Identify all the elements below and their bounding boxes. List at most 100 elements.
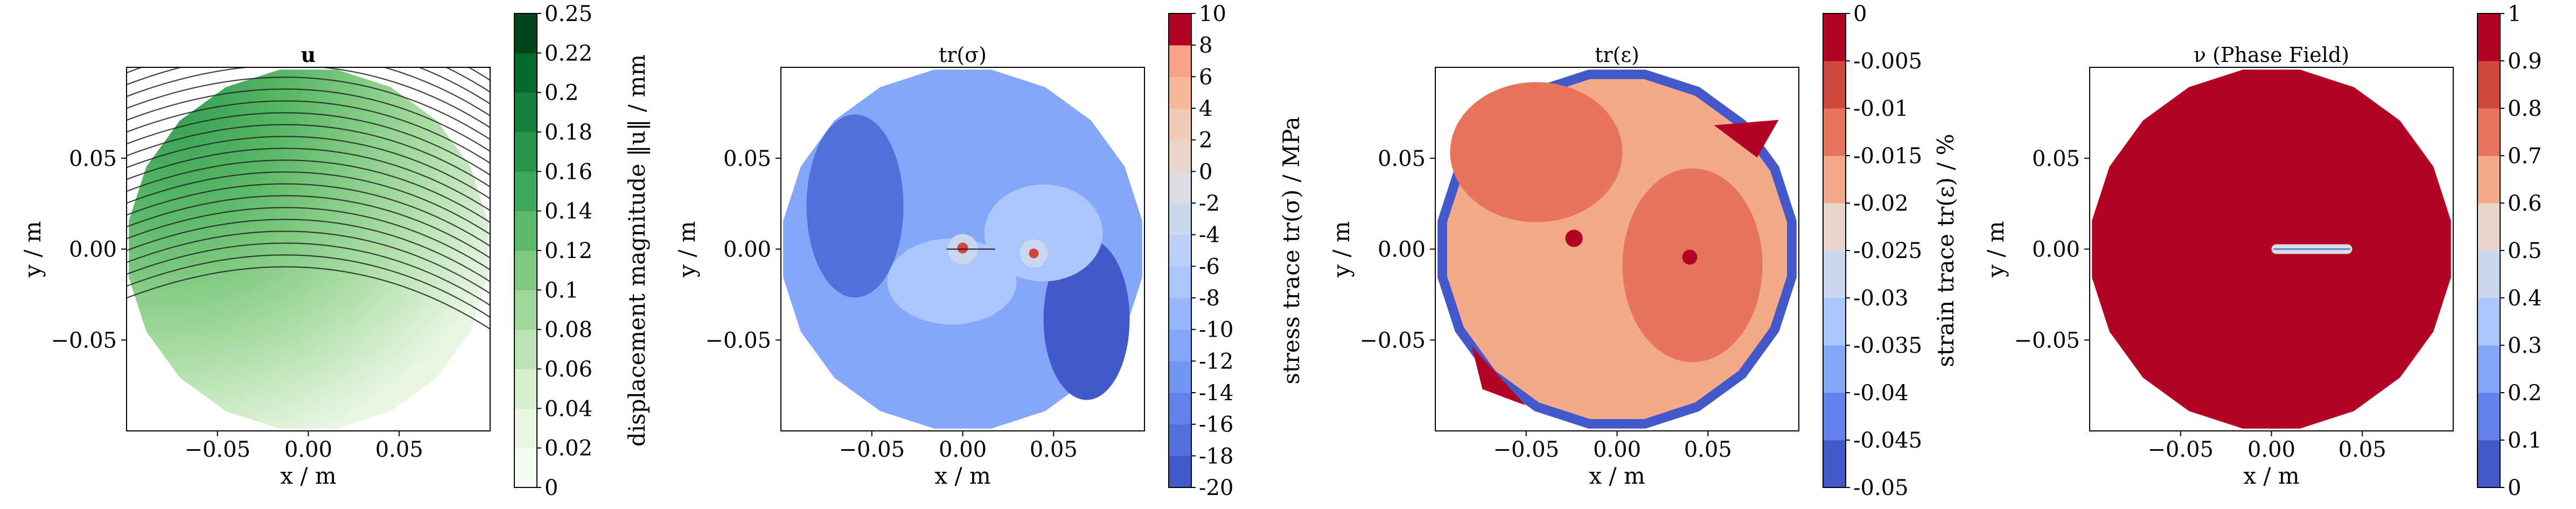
x-axis-label: x / m [2243, 463, 2299, 489]
colorbar-tick-label: 0.04 [544, 396, 592, 421]
colorbar-tick-label: -0.04 [1853, 381, 1909, 406]
colorbar-segment [514, 448, 537, 488]
x-tick-label: −0.05 [2147, 437, 2214, 462]
colorbar-tick-label: -6 [1199, 254, 1220, 279]
colorbar-tick-label: 0.6 [2508, 191, 2542, 216]
colorbar-segment [514, 132, 537, 172]
y-tick-label: −0.05 [2014, 328, 2080, 353]
colorbar-segment [1169, 13, 1191, 46]
y-tick-label: −0.05 [51, 328, 117, 353]
displacement-field [129, 69, 488, 429]
colorbar-segment [1823, 298, 1846, 346]
chart-title: tr(σ) [939, 43, 987, 67]
streamline [127, 67, 490, 117]
colorbar-tick-label: 0.8 [2508, 96, 2542, 121]
colorbar-segment [514, 369, 537, 409]
x-tick-label: 0.05 [2338, 437, 2386, 462]
streamline [127, 207, 490, 271]
colorbar-tick-label: -0.05 [1853, 476, 1909, 500]
x-tick-label: −0.05 [1493, 437, 1559, 462]
streamline [127, 136, 490, 200]
stress-blob [1043, 238, 1130, 400]
colorbar-segment [1823, 345, 1846, 393]
colorbar-tick-label: -18 [1199, 444, 1233, 469]
colorbar-segment [2477, 393, 2500, 441]
colorbar-segment [1823, 13, 1846, 61]
y-tick-label: 0.05 [69, 147, 117, 171]
y-tick-label: 0.00 [1378, 238, 1426, 262]
y-tick-label: 0.05 [2032, 147, 2080, 171]
x-axis-label: x / m [934, 463, 990, 489]
y-axis-label: y / m [1328, 221, 1355, 277]
plot-area [783, 69, 1142, 429]
plot-area [1437, 69, 1797, 429]
colorbar-segment [1169, 140, 1191, 172]
panel-4: −0.05 0.00 0.05 0.05 0.00 −0.05 ν (Phase Field… [1982, 2, 2542, 500]
colorbar-tick-label: 0.3 [2508, 333, 2542, 358]
strain-spot [1714, 120, 1779, 158]
colorbar-tick-label: -0.025 [1853, 239, 1922, 263]
colorbar-segment [1823, 250, 1846, 298]
colorbar-segment [514, 92, 537, 133]
colorbar-tick-label: 0.1 [544, 278, 579, 303]
colorbar-segment [1169, 424, 1191, 456]
colorbar-tick-label: 0.06 [544, 357, 592, 382]
colorbar-tick-label: -0.035 [1853, 333, 1922, 358]
colorbar-segment [514, 13, 537, 53]
streamline [127, 124, 490, 188]
streamline [127, 231, 490, 295]
x-axis-label: x / m [280, 463, 336, 489]
colorbar-segment [514, 211, 537, 251]
colorbar-segment [1823, 393, 1846, 441]
colorbar-segment [1823, 156, 1846, 204]
stress-blob [984, 184, 1103, 282]
colorbar-tick-label: 0.2 [2508, 381, 2542, 406]
colorbar-label: strain trace tr(ε) / % [1932, 134, 1959, 367]
colorbar-segment [1823, 203, 1846, 251]
chart-title: u [301, 43, 316, 67]
chart-title: tr(ε) [1595, 43, 1639, 67]
x-tick-label: 0.05 [1030, 437, 1078, 462]
colorbar-tick-label: -0.02 [1853, 191, 1909, 216]
colorbar-tick-label: 0.18 [544, 120, 592, 145]
colorbar-tick-label: 0 [2508, 476, 2521, 500]
strain-spot [1565, 229, 1583, 247]
colorbar-tick-label: 1 [2508, 2, 2521, 26]
colorbar-segment [2477, 156, 2500, 204]
colorbar-segment [514, 53, 537, 93]
plot-area [127, 67, 490, 429]
streamline [127, 183, 490, 247]
colorbar-tick-label: 0.5 [2508, 239, 2542, 263]
colorbar-tick-label: -16 [1199, 413, 1233, 437]
x-tick-label: 0.00 [939, 437, 987, 462]
colorbar-frame [1168, 13, 1192, 488]
colorbar-tick-label: -14 [1199, 381, 1233, 406]
colorbar-tick-label: -0.01 [1853, 96, 1909, 121]
strain-blob [1622, 168, 1763, 362]
colorbar-tick-label: 0.08 [544, 318, 592, 343]
colorbar-tick-label: 0 [544, 476, 558, 500]
colorbar-segment [1169, 108, 1191, 141]
plot-area [2092, 69, 2451, 429]
colorbar-label: stress trace tr(σ) / MPa [1278, 116, 1304, 384]
streamline [127, 219, 490, 283]
colorbar-segment [2477, 13, 2500, 61]
colorbar-tick-label: -2 [1199, 191, 1220, 216]
colorbar-segment [2477, 298, 2500, 346]
colorbar-tick-label: 0 [1199, 159, 1212, 184]
colorbar-segment [1169, 171, 1191, 204]
colorbar-segment [1169, 203, 1191, 235]
strain-spot [1682, 249, 1698, 265]
colorbar-segment [1823, 440, 1846, 488]
colorbar-segment [1169, 234, 1191, 267]
colorbar-tick-label: -0.005 [1853, 49, 1922, 74]
streamline [127, 242, 490, 306]
x-tick-label: −0.05 [839, 437, 905, 462]
y-tick-label: 0.00 [2032, 238, 2080, 262]
stress-hotspot [1029, 248, 1039, 259]
colorbar-segment [1823, 108, 1846, 156]
colorbar-tick-label: -12 [1199, 349, 1233, 374]
x-tick-label: 0.05 [1684, 437, 1732, 462]
colorbar-label: displacement magnitude ‖u‖ / mm [624, 54, 650, 447]
